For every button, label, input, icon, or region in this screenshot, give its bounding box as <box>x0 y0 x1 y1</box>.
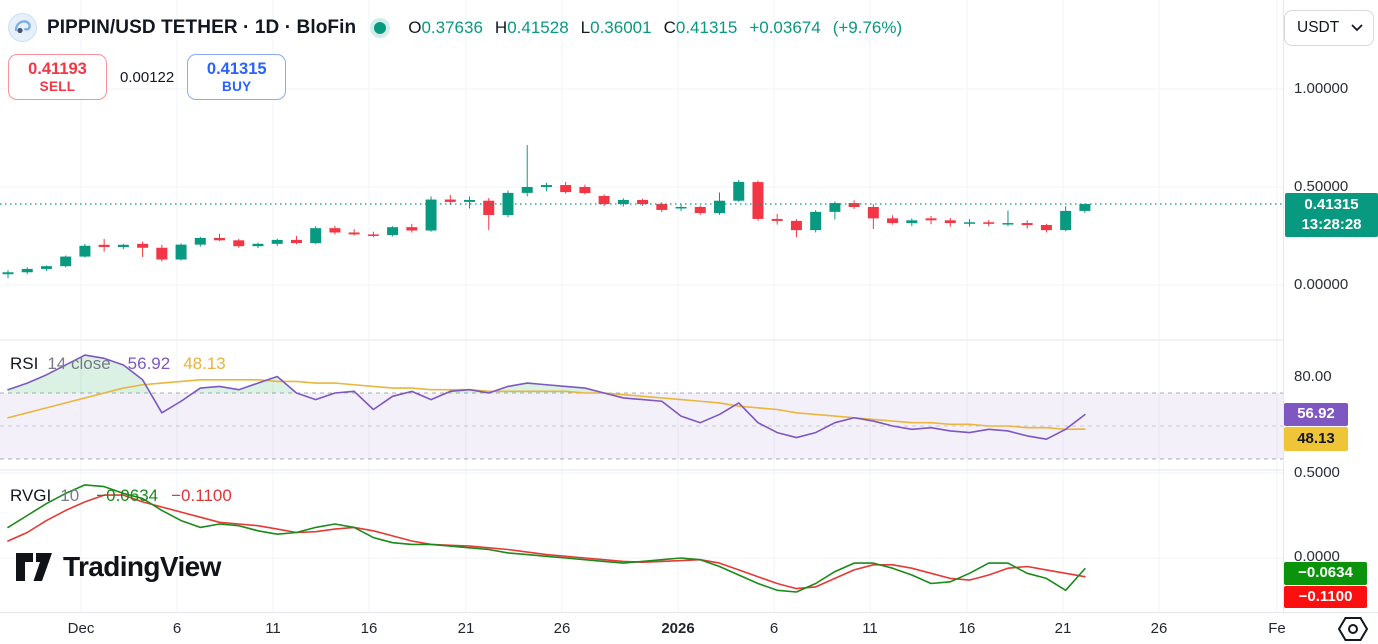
rvgi-params: 10 <box>60 486 80 505</box>
time-tick: 6 <box>769 620 779 637</box>
grid-lines <box>0 0 1283 612</box>
session-settings-button[interactable] <box>1337 616 1369 642</box>
symbol-logo-icon <box>8 13 37 42</box>
tradingview-glyph-icon <box>16 552 52 581</box>
currency-selected: USDT <box>1297 19 1340 36</box>
rsi-level-label: 80.00 <box>1294 368 1332 385</box>
time-tick: 16 <box>360 620 378 637</box>
rsi-indicator-lines <box>7 354 1086 441</box>
rvgi-value-chip: −0.0634 <box>1284 562 1367 585</box>
high-label: H <box>494 17 508 37</box>
trade-panel: 0.41193 SELL 0.00122 0.41315 BUY <box>8 54 287 100</box>
candlestick-series <box>2 145 1091 279</box>
ohlc-values: O0.37636 H0.41528 L0.36001 C0.41315 +0.0… <box>408 18 902 38</box>
currency-dropdown[interactable]: USDT <box>1284 10 1374 46</box>
sell-button[interactable]: 0.41193 SELL <box>8 54 107 100</box>
rvgi-value: −0.0634 <box>96 486 159 505</box>
market-status-icon[interactable] <box>370 17 391 38</box>
rvgi-legend[interactable]: RVGI 10 −0.0634 −0.1100 <box>10 486 232 506</box>
close-label: C <box>663 17 676 37</box>
time-tick: 21 <box>457 620 475 637</box>
time-tick: Dec <box>67 620 95 637</box>
sell-label: SELL <box>39 78 76 94</box>
high-value: 0.41528 <box>507 17 569 37</box>
rsi-value: 56.92 <box>127 354 171 373</box>
tradingview-wordmark: TradingView <box>63 551 221 582</box>
change-percent: (+9.76%) <box>832 17 903 37</box>
buy-label: BUY <box>222 78 252 94</box>
rvgi-signal-value-chip: −0.1100 <box>1284 586 1367 608</box>
rsi-ma-value: 48.13 <box>183 354 226 373</box>
rvgi-signal-value: −0.1100 <box>171 486 232 505</box>
change-value: +0.03674 <box>749 17 821 37</box>
rvgi-name: RVGI <box>10 486 52 505</box>
open-label: O <box>408 17 422 37</box>
hexagon-circle-icon <box>1337 617 1369 641</box>
price-label-0: 0.00000 <box>1294 276 1349 293</box>
time-axis[interactable]: Dec 6 11 16 21 26 2026 6 11 16 21 26 Fe <box>0 612 1378 644</box>
chevron-down-icon <box>1351 24 1363 32</box>
price-label-1: 1.00000 <box>1294 80 1349 97</box>
time-tick: 11 <box>862 620 878 637</box>
rvgi-level-label-top: 0.5000 <box>1294 464 1340 481</box>
sell-price: 0.41193 <box>28 60 87 79</box>
time-tick: 21 <box>1054 620 1072 637</box>
rvgi-level-label-zero: 0.0000 <box>1294 548 1340 565</box>
last-price-chip: 0.41315 13:28:28 <box>1285 193 1378 237</box>
rsi-name: RSI <box>10 354 39 373</box>
low-label: L <box>580 17 591 37</box>
time-tick: 2026 <box>661 620 695 637</box>
rsi-legend[interactable]: RSI 14 close 56.92 48.13 <box>10 354 226 374</box>
tradingview-logo[interactable]: TradingView <box>16 551 221 583</box>
rsi-params: 14 close <box>47 354 111 373</box>
time-tick: 26 <box>553 620 571 637</box>
time-tick: 6 <box>172 620 182 637</box>
symbol-legend: PIPPIN/USD TETHER · 1D · BloFin O0.37636… <box>8 13 902 42</box>
pane-separators <box>0 339 1378 471</box>
time-tick: 11 <box>265 620 281 637</box>
rvgi-indicator-lines <box>7 484 1086 593</box>
price-axis[interactable]: 1.00000 0.50000 0.00000 80.00 0.5000 0.0… <box>1283 0 1378 612</box>
rsi-ma-value-chip: 48.13 <box>1284 427 1348 451</box>
buy-price: 0.41315 <box>206 60 267 79</box>
time-tick: 26 <box>1150 620 1168 637</box>
time-tick: Fe <box>1268 620 1286 637</box>
rsi-value-chip: 56.92 <box>1284 403 1348 426</box>
open-value: 0.37636 <box>421 17 483 37</box>
time-tick: 16 <box>958 620 976 637</box>
low-value: 0.36001 <box>590 17 652 37</box>
spread-value: 0.00122 <box>120 68 175 86</box>
price-label-05: 0.50000 <box>1294 178 1349 195</box>
symbol-title[interactable]: PIPPIN/USD TETHER · 1D · BloFin <box>47 16 357 38</box>
close-value: 0.41315 <box>675 17 738 37</box>
buy-button[interactable]: 0.41315 BUY <box>187 54 287 100</box>
